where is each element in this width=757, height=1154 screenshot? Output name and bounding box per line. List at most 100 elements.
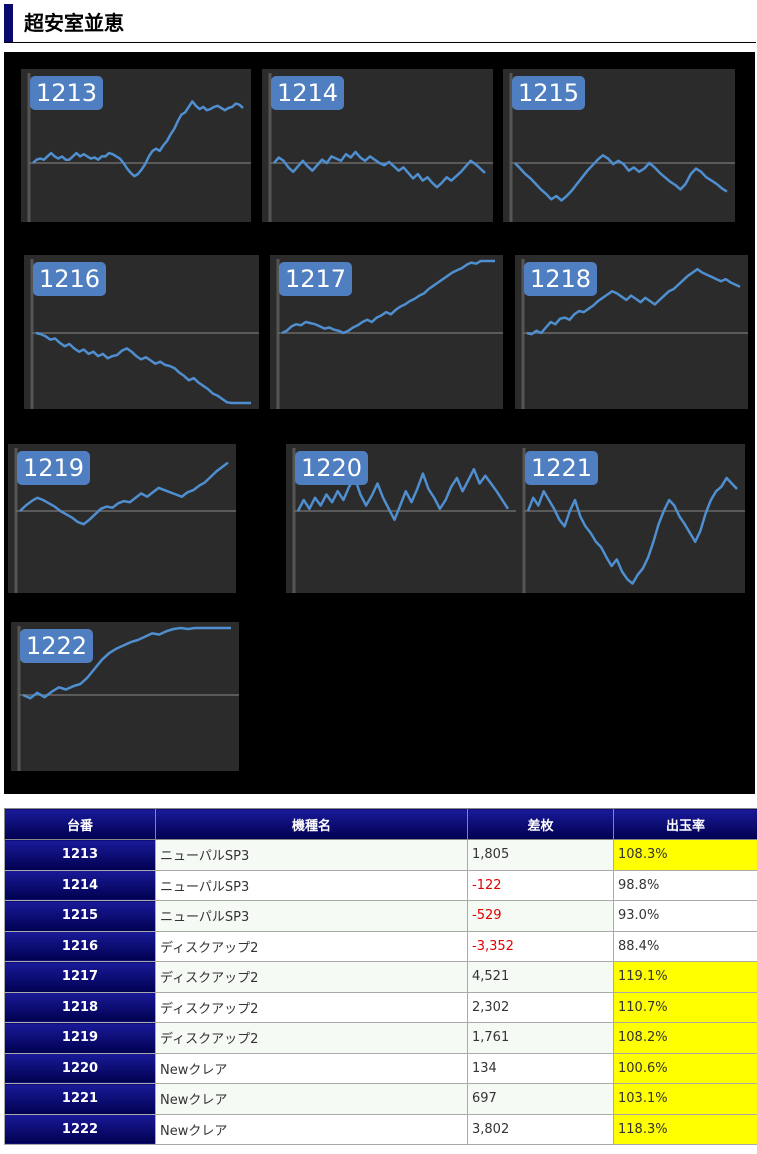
cell-machine-name: ディスクアップ2: [155, 961, 468, 993]
cell-payout-rate: 108.2%: [613, 1022, 757, 1054]
graph-machine-label: 1217: [279, 262, 353, 296]
cell-payout-rate: 93.0%: [613, 900, 757, 932]
cell-difference: 4,521: [467, 961, 614, 993]
header-difference: 差枚: [467, 808, 614, 840]
graph-machine-label: 1216: [33, 262, 107, 296]
slump-graph: 1221: [516, 444, 745, 593]
slump-graph: 1215: [503, 69, 735, 222]
table-row: 1217 ディスクアップ2 4,521 119.1%: [4, 961, 757, 993]
slump-graph: 1213: [21, 69, 251, 222]
graph-trend-line: [273, 150, 486, 189]
page-header: 超安室並恵: [4, 4, 756, 43]
cell-difference: 1,805: [467, 839, 614, 871]
table-row: 1220 Newクレア 134 100.6%: [4, 1052, 757, 1084]
cell-difference: -122: [467, 869, 614, 901]
header-machine-name: 機種名: [155, 808, 468, 840]
table-row: 1219 ディスクアップ2 1,761 108.2%: [4, 1022, 757, 1054]
graph-trend-line: [526, 267, 741, 336]
table-row: 1221 Newクレア 697 103.1%: [4, 1083, 757, 1115]
cell-machine-number: 1220: [4, 1052, 156, 1084]
cell-difference: -529: [467, 900, 614, 932]
slump-graph-plot: [14, 448, 236, 593]
table-row: 1222 Newクレア 3,802 118.3%: [4, 1113, 757, 1145]
cell-payout-rate: 110.7%: [613, 991, 757, 1023]
cell-machine-name: ディスクアップ2: [155, 991, 468, 1023]
cell-machine-name: Newクレア: [155, 1052, 468, 1084]
graph-trend-line: [296, 467, 510, 522]
cell-machine-number: 1218: [4, 991, 156, 1023]
slump-graph: 1214: [262, 69, 493, 222]
cell-payout-rate: 118.3%: [613, 1113, 757, 1145]
header-accent-bar: [4, 4, 13, 42]
table-row: 1214 ニューパルSP3 -122 98.8%: [4, 869, 757, 901]
cell-payout-rate: 100.6%: [613, 1052, 757, 1084]
cell-difference: -3,352: [467, 930, 614, 962]
slump-graph: 1219: [8, 444, 236, 593]
slump-graph: 1218: [515, 255, 748, 409]
cell-machine-name: ニューパルSP3: [155, 839, 468, 871]
graph-machine-label: 1213: [30, 76, 104, 110]
header-payout-rate: 出玉率: [613, 808, 757, 840]
cell-difference: 2,302: [467, 991, 614, 1023]
graph-trend-line: [35, 331, 251, 405]
table-row: 1215 ニューパルSP3 -529 93.0%: [4, 900, 757, 932]
cell-machine-number: 1216: [4, 930, 156, 962]
cell-machine-number: 1221: [4, 1083, 156, 1115]
graph-trend-line: [22, 626, 231, 700]
table-row: 1218 ディスクアップ2 2,302 110.7%: [4, 991, 757, 1023]
cell-machine-name: Newクレア: [155, 1113, 468, 1145]
cell-payout-rate: 108.3%: [613, 839, 757, 871]
slump-graph-plot: [521, 259, 748, 409]
graph-trend-line: [19, 461, 229, 526]
cell-machine-name: ニューパルSP3: [155, 900, 468, 932]
slump-graph-panel: 1213 1214 1215 1216 1217 1218 1219 1220 1221 1222: [4, 52, 755, 794]
slump-graph: 1216: [24, 255, 259, 409]
cell-difference: 134: [467, 1052, 614, 1084]
cell-payout-rate: 88.4%: [613, 930, 757, 962]
cell-machine-number: 1213: [4, 839, 156, 871]
graph-trend-line: [514, 154, 728, 202]
slump-graph-plot: [509, 73, 735, 222]
table-row: 1213 ニューパルSP3 1,805 108.3%: [4, 839, 757, 871]
slump-graph: 1220: [286, 444, 516, 593]
graph-machine-label: 1218: [524, 262, 598, 296]
graph-trend-line: [32, 100, 244, 178]
graph-machine-label: 1221: [525, 451, 599, 485]
slump-graph-plot: [522, 448, 745, 593]
cell-difference: 3,802: [467, 1113, 614, 1145]
graph-machine-label: 1219: [17, 451, 91, 485]
cell-machine-number: 1219: [4, 1022, 156, 1054]
cell-machine-name: ディスクアップ2: [155, 1022, 468, 1054]
slump-graph: 1222: [11, 622, 239, 771]
graph-machine-label: 1214: [271, 76, 345, 110]
slump-graph-plot: [292, 448, 516, 593]
cell-machine-name: Newクレア: [155, 1083, 468, 1115]
cell-machine-name: ニューパルSP3: [155, 869, 468, 901]
graph-trend-line: [526, 476, 738, 585]
cell-machine-number: 1215: [4, 900, 156, 932]
cell-machine-number: 1222: [4, 1113, 156, 1145]
table-header-row: 台番 機種名 差枚 出玉率: [4, 808, 757, 840]
cell-payout-rate: 103.1%: [613, 1083, 757, 1115]
table-row: 1216 ディスクアップ2 -3,352 88.4%: [4, 930, 757, 962]
header-machine-number: 台番: [4, 808, 156, 840]
slump-graph-plot: [27, 73, 251, 222]
page-title: 超安室並恵: [24, 11, 124, 35]
slump-graph-plot: [17, 626, 239, 771]
cell-machine-number: 1217: [4, 961, 156, 993]
cell-machine-number: 1214: [4, 869, 156, 901]
cell-payout-rate: 119.1%: [613, 961, 757, 993]
slump-graph: 1217: [270, 255, 503, 409]
slump-graph-plot: [268, 73, 493, 222]
graph-trend-line: [281, 259, 495, 335]
cell-difference: 697: [467, 1083, 614, 1115]
graph-machine-label: 1222: [20, 629, 94, 663]
cell-payout-rate: 98.8%: [613, 869, 757, 901]
graph-machine-label: 1220: [295, 451, 369, 485]
cell-machine-name: ディスクアップ2: [155, 930, 468, 962]
slump-graph-plot: [276, 259, 503, 409]
slump-graph-plot: [30, 259, 259, 409]
results-table: 台番 機種名 差枚 出玉率 1213 ニューパルSP3 1,805 108.3% 121…: [4, 808, 757, 1145]
cell-difference: 1,761: [467, 1022, 614, 1054]
graph-machine-label: 1215: [512, 76, 586, 110]
